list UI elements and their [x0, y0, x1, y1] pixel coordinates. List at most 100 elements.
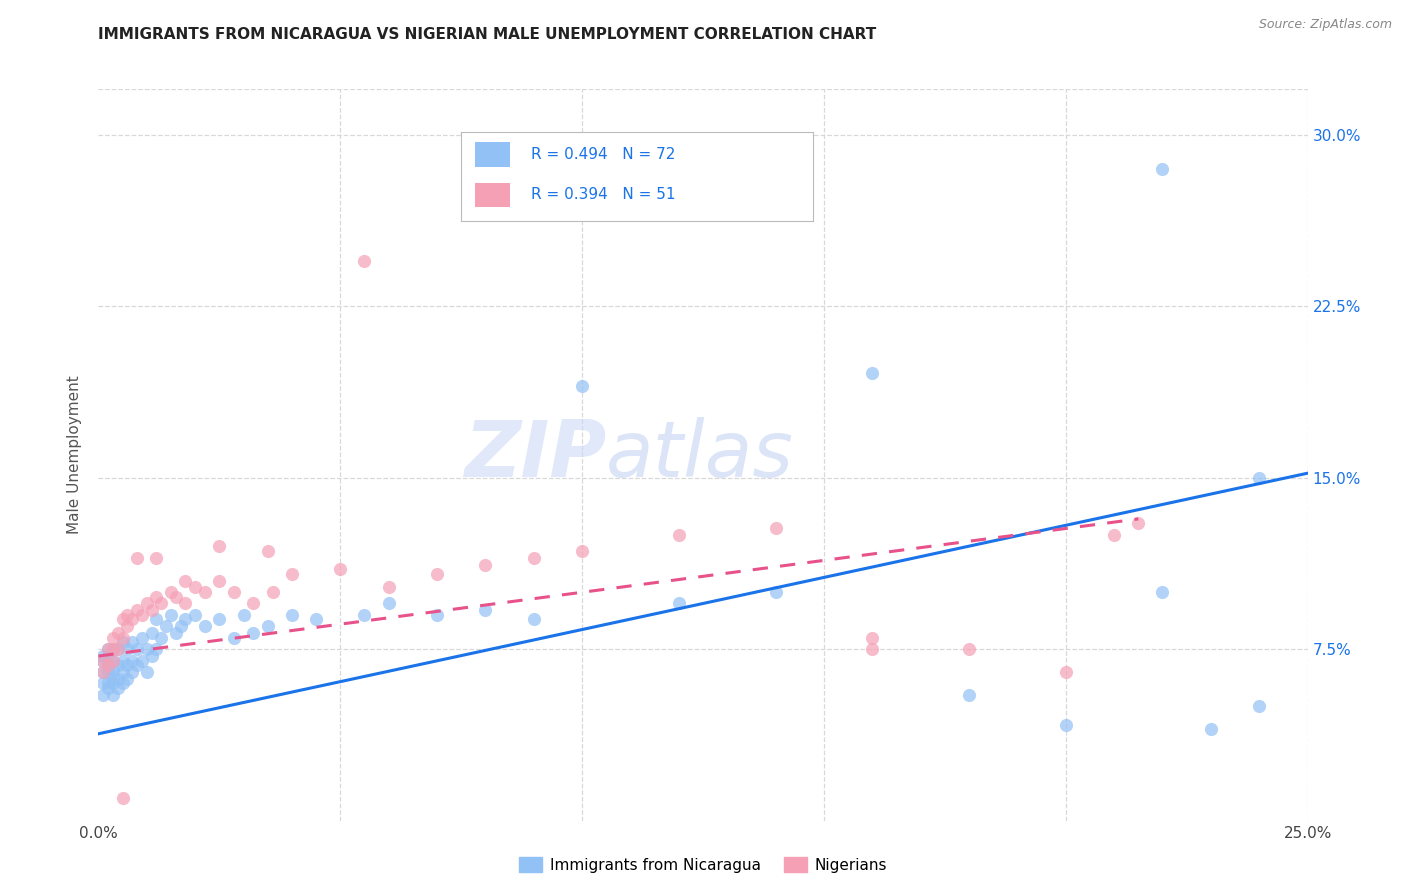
Point — [305, 613, 328, 627]
Point — [165, 590, 187, 604]
Point — [141, 626, 163, 640]
Point — [860, 366, 883, 380]
Point — [97, 681, 120, 695]
Point — [426, 566, 449, 581]
Point — [117, 642, 139, 657]
Point — [107, 681, 129, 695]
Point — [150, 631, 173, 645]
Point — [353, 607, 375, 622]
Point — [174, 613, 197, 627]
Point — [957, 642, 980, 657]
Point — [184, 607, 207, 622]
Point — [474, 558, 496, 572]
Point — [155, 619, 177, 633]
Text: R = 0.494   N = 72: R = 0.494 N = 72 — [531, 147, 676, 162]
Point — [1249, 471, 1271, 485]
Point — [111, 676, 134, 690]
Point — [523, 550, 546, 565]
Point — [474, 603, 496, 617]
Point — [242, 597, 264, 611]
Point — [101, 676, 124, 690]
Point — [97, 665, 120, 679]
Point — [121, 665, 143, 679]
Point — [101, 670, 124, 684]
Point — [256, 619, 278, 633]
Point — [101, 642, 124, 657]
Point — [107, 658, 129, 673]
Point — [117, 607, 139, 622]
Point — [353, 253, 375, 268]
Point — [101, 654, 124, 668]
Point — [174, 597, 197, 611]
Point — [141, 603, 163, 617]
Point — [101, 642, 124, 657]
Bar — [475, 183, 510, 208]
Point — [91, 665, 114, 679]
Point — [117, 672, 139, 686]
Point — [111, 665, 134, 679]
Point — [145, 550, 167, 565]
Point — [571, 544, 593, 558]
Point — [97, 658, 120, 673]
Point — [107, 642, 129, 657]
Point — [160, 585, 183, 599]
Point — [97, 642, 120, 657]
Point — [91, 649, 114, 664]
Point — [174, 574, 197, 588]
Point — [145, 590, 167, 604]
Point — [150, 597, 173, 611]
Point — [256, 544, 278, 558]
Point — [1054, 717, 1077, 731]
Point — [160, 607, 183, 622]
Point — [1249, 699, 1271, 714]
Legend: Immigrants from Nicaragua, Nigerians: Immigrants from Nicaragua, Nigerians — [513, 851, 893, 879]
Point — [194, 619, 217, 633]
Point — [101, 663, 124, 677]
Point — [107, 642, 129, 657]
Point — [111, 635, 134, 649]
Point — [426, 607, 449, 622]
Text: ZIP: ZIP — [464, 417, 606, 493]
Point — [135, 665, 157, 679]
Point — [131, 607, 153, 622]
Point — [281, 607, 304, 622]
Point — [262, 585, 284, 599]
Point — [145, 642, 167, 657]
Point — [121, 654, 143, 668]
Point — [329, 562, 352, 576]
Point — [91, 688, 114, 702]
Point — [135, 642, 157, 657]
Text: IMMIGRANTS FROM NICARAGUA VS NIGERIAN MALE UNEMPLOYMENT CORRELATION CHART: IMMIGRANTS FROM NICARAGUA VS NIGERIAN MA… — [98, 27, 877, 42]
Point — [127, 603, 149, 617]
Point — [860, 642, 883, 657]
Point — [377, 597, 399, 611]
Point — [101, 631, 124, 645]
Point — [97, 642, 120, 657]
Point — [1152, 585, 1174, 599]
Point — [765, 585, 787, 599]
Point — [281, 566, 304, 581]
Point — [121, 613, 143, 627]
Point — [765, 521, 787, 535]
Point — [111, 631, 134, 645]
Text: atlas: atlas — [606, 417, 794, 493]
Bar — [475, 143, 510, 168]
Point — [165, 626, 187, 640]
Point — [91, 665, 114, 679]
Point — [377, 581, 399, 595]
Point — [1199, 723, 1222, 737]
Point — [1152, 162, 1174, 177]
Point — [107, 672, 129, 686]
Point — [571, 379, 593, 393]
Point — [860, 631, 883, 645]
Point — [121, 635, 143, 649]
Point — [97, 658, 120, 673]
Point — [169, 619, 191, 633]
Point — [208, 539, 231, 553]
Point — [117, 619, 139, 633]
Point — [101, 654, 124, 668]
Point — [127, 550, 149, 565]
Point — [111, 613, 134, 627]
Point — [131, 631, 153, 645]
Point — [184, 581, 207, 595]
